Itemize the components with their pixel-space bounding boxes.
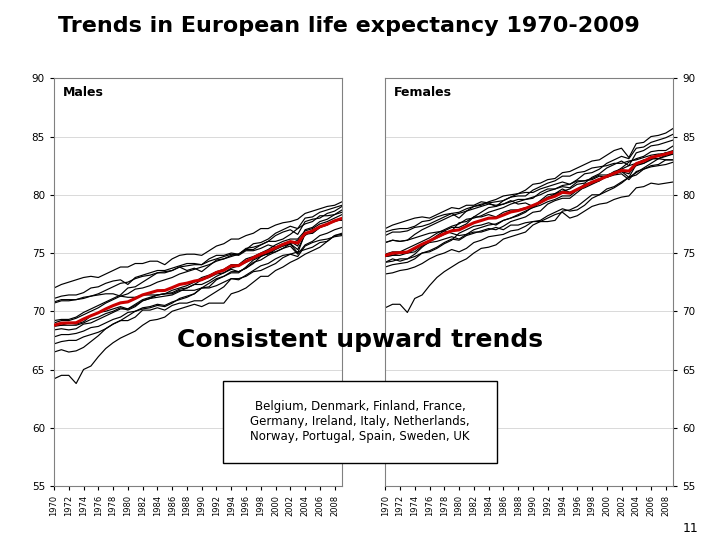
Text: Consistent upward trends: Consistent upward trends <box>177 328 543 353</box>
Text: 11: 11 <box>683 522 698 535</box>
Text: Females: Females <box>394 86 452 99</box>
Text: Trends in European life expectancy 1970-2009: Trends in European life expectancy 1970-… <box>58 16 639 36</box>
Text: Belgium, Denmark, Finland, France,
Germany, Ireland, Italy, Netherlands,
Norway,: Belgium, Denmark, Finland, France, Germa… <box>250 401 470 443</box>
Text: Males: Males <box>63 86 104 99</box>
